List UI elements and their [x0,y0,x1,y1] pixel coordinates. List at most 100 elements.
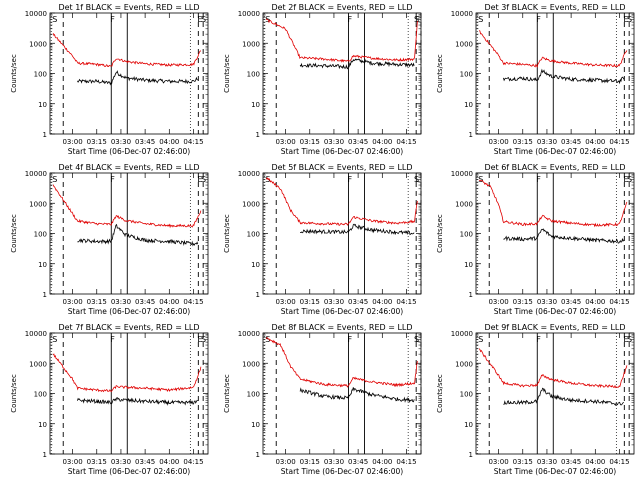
x-axis-label: Start Time (06-Dec-07 02:46:00) [281,467,403,476]
y-tick-label: 10 [251,101,260,109]
y-tick-label: 100 [460,231,473,239]
y-tick-label: 1000 [29,200,47,208]
events-series-line [77,223,199,247]
marker-label: E [623,15,628,24]
x-tick-label: 03:00 [488,138,508,146]
marker-label: S [414,175,419,184]
y-axis-label: Counts/sec [436,214,444,253]
x-tick-label: 03:15 [513,138,533,146]
y-tick-label: 10000 [451,10,473,18]
x-tick-label: 03:15 [300,458,320,466]
x-tick-label: 03:45 [135,458,155,466]
x-tick-label: 03:00 [275,138,295,146]
y-axis-label: Counts/sec [10,214,18,253]
x-tick-label: 04:15 [609,458,629,466]
marker-label: S [265,335,270,344]
y-tick-label: 100 [460,391,473,399]
plot-frame [49,172,209,295]
y-tick-label: 100 [247,231,260,239]
y-tick-label: 100 [247,71,260,79]
marker-label: S [478,15,483,24]
plot-frame [475,172,635,295]
x-tick-label: 04:15 [609,138,629,146]
panel-title: Det 5f BLACK = Events, RED = LLD [271,163,412,172]
x-tick-label: 04:00 [159,138,179,146]
y-axis-label: Counts/sec [436,374,444,413]
lld-series-line [265,18,418,63]
marker-label: S [627,15,632,24]
y-tick-label: 10000 [238,10,260,18]
x-axis-label: Start Time (06-Dec-07 02:46:00) [68,307,190,316]
x-tick-label: 03:30 [537,458,557,466]
x-tick-label: 04:00 [159,458,179,466]
x-tick-label: 03:45 [561,458,581,466]
x-tick-label: 03:00 [488,458,508,466]
y-tick-label: 10 [38,101,47,109]
x-tick-label: 03:15 [300,298,320,306]
panel-title: Det 3f BLACK = Events, RED = LLD [484,3,625,12]
detector-panel: Det 2f BLACK = Events, RED = LLD 1 10 100 10… [223,3,422,156]
y-axis-label: Counts/sec [223,214,231,253]
y-tick-label: 1000 [29,40,47,48]
marker-label: S [414,335,419,344]
x-tick-label: 03:45 [561,298,581,306]
marker-label: S [478,335,483,344]
marker-label: E [623,175,628,184]
x-tick-label: 03:15 [87,138,107,146]
lld-series-line [478,348,628,389]
x-tick-label: 04:00 [372,138,392,146]
x-tick-label: 03:30 [111,298,131,306]
y-tick-label: 10000 [25,170,47,178]
y-tick-label: 1 [469,451,473,459]
y-tick-label: 100 [460,71,473,79]
panel-title: Det 9f BLACK = Events, RED = LLD [484,323,625,332]
detector-panel: Det 4f BLACK = Events, RED = LLD 1 10 100 10… [10,163,209,316]
lld-series-line [478,179,628,228]
panel-title: Det 2f BLACK = Events, RED = LLD [271,3,412,12]
x-tick-label: 03:00 [275,458,295,466]
y-axis-label: Counts/sec [436,54,444,93]
detector-panel: Det 7f BLACK = Events, RED = LLD 1 10 100 10… [10,323,209,476]
plot-frame [475,12,635,135]
detector-panel: Det 1f BLACK = Events, RED = LLD 1 10 100 10… [10,3,209,156]
y-tick-label: 1000 [242,360,260,368]
x-tick-label: 04:00 [372,298,392,306]
x-tick-label: 03:15 [300,138,320,146]
events-series-line [503,228,625,244]
x-axis-label: Start Time (06-Dec-07 02:46:00) [494,307,616,316]
y-axis-label: Counts/sec [10,374,18,413]
detector-panel: Det 3f BLACK = Events, RED = LLD 1 10 100 10… [436,3,635,156]
marker-label: F [536,175,541,184]
x-tick-label: 03:30 [537,138,557,146]
lld-series-line [265,177,418,226]
marker-label: S [201,175,206,184]
x-tick-label: 03:45 [135,138,155,146]
x-axis-label: Start Time (06-Dec-07 02:46:00) [68,467,190,476]
marker-label: L [415,335,420,344]
y-tick-label: 1 [43,291,47,299]
y-tick-label: 1000 [455,200,473,208]
x-tick-label: 03:00 [62,138,82,146]
y-axis-label: Counts/sec [223,374,231,413]
y-tick-label: 10 [38,421,47,429]
y-tick-label: 10 [251,421,260,429]
marker-label: S [414,15,419,24]
x-tick-label: 03:30 [111,458,131,466]
y-tick-label: 10 [464,421,473,429]
x-tick-label: 04:15 [183,138,203,146]
x-axis-label: Start Time (06-Dec-07 02:46:00) [68,147,190,156]
y-tick-label: 10 [251,261,260,269]
lld-series-line [478,30,628,68]
detector-panel: Det 6f BLACK = Events, RED = LLD 1 10 100 10… [436,163,635,316]
y-tick-label: 10 [464,261,473,269]
marker-label: E [197,335,202,344]
detector-panel: Det 9f BLACK = Events, RED = LLD 1 10 100 10… [436,323,635,476]
plot-frame [49,12,209,135]
plot-frame [475,332,635,455]
marker-label: S [52,15,57,24]
plot-frame [262,332,422,455]
y-tick-label: 100 [34,391,47,399]
x-tick-label: 04:00 [585,458,605,466]
y-tick-label: 1000 [242,200,260,208]
